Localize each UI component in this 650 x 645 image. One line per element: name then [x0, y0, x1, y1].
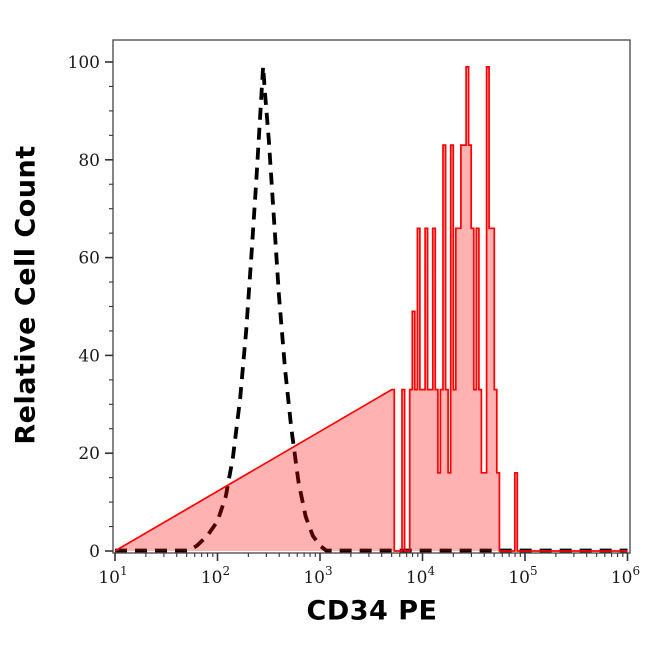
- cd34-positive-histogram: [114, 66, 628, 552]
- y-axis-title: Relative Cell Count: [10, 145, 42, 445]
- x-tick-label: 101: [98, 564, 127, 588]
- y-tick-label: 40: [78, 346, 100, 366]
- y-tick-label: 60: [78, 249, 100, 269]
- x-tick-label: 105: [508, 564, 537, 588]
- y-tick-label: 0: [89, 542, 100, 562]
- isotype-control-curve: [115, 64, 628, 553]
- x-tick-label: 106: [611, 564, 640, 588]
- y-tick-label: 20: [78, 444, 100, 464]
- x-axis-title: CD34 PE: [306, 595, 438, 627]
- x-tick-label: 102: [201, 564, 230, 588]
- y-tick-label: 100: [68, 53, 100, 73]
- x-tick-label: 104: [406, 564, 436, 588]
- y-tick-label: 80: [78, 151, 100, 171]
- plot-frame: [112, 39, 631, 554]
- x-tick-label: 103: [303, 564, 332, 588]
